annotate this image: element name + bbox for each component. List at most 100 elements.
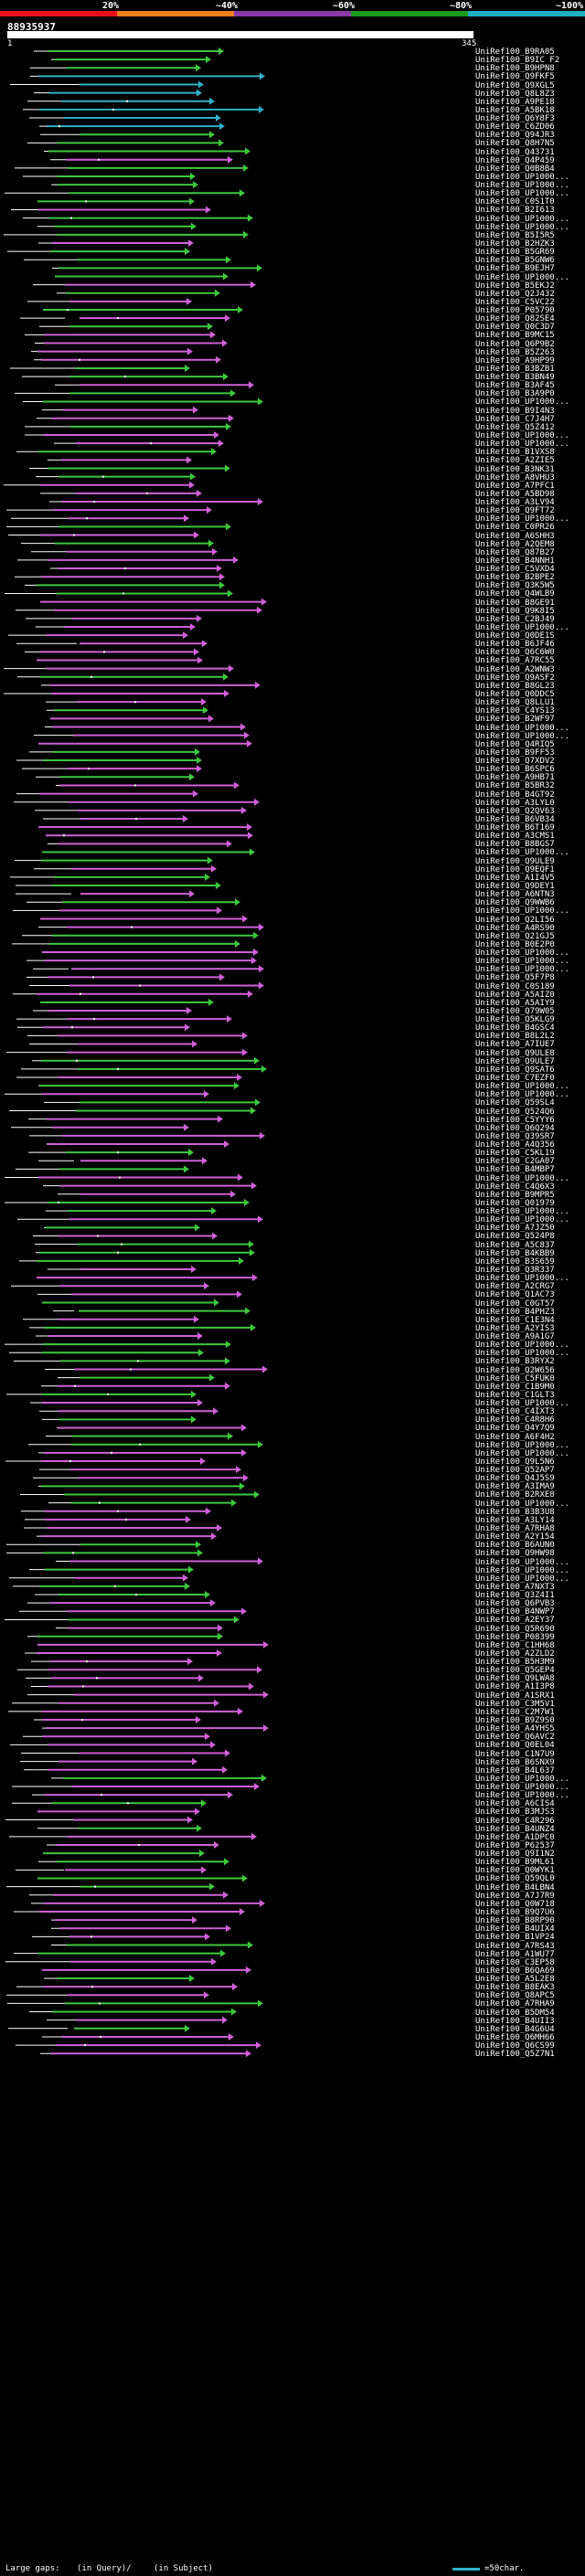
hit-label[interactable]: UniRef100_Q59SL4 [475, 1098, 555, 1108]
hit-label[interactable]: UniRef100_UP1000... [475, 1341, 569, 1351]
hit-label[interactable]: UniRef100_UP1000... [475, 1349, 569, 1359]
hit-label[interactable]: UniRef100_Q94JR3 [475, 131, 555, 141]
hit-label[interactable]: UniRef100_C7J4H7 [475, 414, 555, 424]
hit-label[interactable]: UniRef100_B4NWP7 [475, 1607, 555, 1617]
hit-label[interactable]: UniRef100_B4GT92 [475, 790, 555, 800]
hit-label[interactable]: UniRef100_B3BN49 [475, 373, 555, 383]
hit-label[interactable]: UniRef100_Q5Z7N1 [475, 2050, 555, 2060]
hit-label[interactable]: UniRef100_A9A1G7 [475, 1332, 555, 1342]
hit-label[interactable]: UniRef100_B9Z9S0 [475, 1716, 555, 1725]
hit-label[interactable]: UniRef100_B5Z263 [475, 347, 555, 357]
hit-label[interactable]: UniRef100_UP1000... [475, 731, 569, 741]
hit-label[interactable]: UniRef100_UP1000... [475, 1082, 569, 1092]
hit-label[interactable]: UniRef100_B8EAK3 [475, 1983, 555, 1993]
hit-label[interactable]: UniRef100_A6SHH3 [475, 531, 555, 541]
hit-label[interactable]: UniRef100_Q6C6W0 [475, 648, 555, 658]
hit-label[interactable]: UniRef100_Q9ULE9 [475, 856, 555, 866]
hit-label[interactable]: UniRef100_A1I3P8 [475, 1682, 555, 1692]
hit-label[interactable]: UniRef100_B4L637 [475, 1765, 555, 1776]
hit-label[interactable]: UniRef100_A7RHA9 [475, 1999, 555, 2009]
hit-label[interactable]: UniRef100_A1I4V5 [475, 873, 555, 883]
hit-label[interactable]: UniRef100_C2GA07 [475, 1157, 555, 1167]
hit-label[interactable]: UniRef100_C4YS13 [475, 706, 555, 716]
hit-label[interactable]: UniRef100_Q9I1N2 [475, 1850, 555, 1860]
hit-label[interactable]: UniRef100_UP1000... [475, 430, 569, 440]
hit-label[interactable]: UniRef100_Q9HW98 [475, 1549, 555, 1559]
hit-label[interactable]: UniRef100_A7RC55 [475, 656, 555, 666]
hit-label[interactable]: UniRef100_UP1000... [475, 906, 569, 917]
hit-label[interactable]: UniRef100_A2YIS3 [475, 1323, 555, 1333]
hit-label[interactable]: UniRef100_Q8LLU1 [475, 698, 555, 708]
hit-label[interactable]: UniRef100_C1HH68 [475, 1640, 555, 1650]
hit-label[interactable]: UniRef100_Q0DDC5 [475, 690, 555, 699]
hit-label[interactable]: UniRef100_B3A9P0 [475, 389, 555, 399]
hit-label[interactable]: UniRef100_B8RP90 [475, 1916, 555, 1926]
hit-label[interactable]: UniRef100_C0GT57 [475, 1299, 555, 1309]
hit-label[interactable]: UniRef100_B9I4N3 [475, 406, 555, 416]
hit-label[interactable]: UniRef100_UP1000... [475, 1440, 569, 1450]
hit-label[interactable]: UniRef100_A5BK18 [475, 105, 555, 115]
hit-label[interactable]: UniRef100_Q8L8Z3 [475, 89, 555, 99]
hit-label[interactable]: UniRef100_A8VHU3 [475, 472, 555, 482]
hit-label[interactable]: UniRef100_C5KL19 [475, 1149, 555, 1159]
hit-label[interactable]: UniRef100_B2HZK3 [475, 239, 555, 249]
hit-label[interactable]: UniRef100_B8BGS7 [475, 840, 555, 850]
hit-label[interactable]: UniRef100_B3RYX2 [475, 1357, 555, 1367]
hit-label[interactable]: UniRef100_B3BZB1 [475, 364, 555, 374]
hit-label[interactable]: UniRef100_Q6AVC2 [475, 1733, 555, 1743]
hit-label[interactable]: UniRef100_Q5GEP4 [475, 1666, 555, 1676]
hit-label[interactable]: UniRef100_Q4Y7Q9 [475, 1424, 555, 1434]
hit-label[interactable]: UniRef100_B4GSC4 [475, 1023, 555, 1034]
hit-label[interactable]: UniRef100_UP1000... [475, 214, 569, 224]
hit-label[interactable]: UniRef100_B9EJH7 [475, 264, 555, 274]
hit-label[interactable]: UniRef100_UP1000... [475, 1557, 569, 1567]
hit-label[interactable]: UniRef100_Q5Z412 [475, 422, 555, 432]
hit-label[interactable]: UniRef100_UP1000... [475, 440, 569, 450]
hit-label[interactable]: UniRef100_A7IUE7 [475, 1040, 555, 1050]
hit-label[interactable]: UniRef100_B4KBB9 [475, 1248, 555, 1258]
hit-label[interactable]: UniRef100_B5DM54 [475, 2008, 555, 2018]
hit-label[interactable]: UniRef100_C5VC22 [475, 297, 555, 307]
hit-label[interactable]: UniRef100_Q7XDV2 [475, 757, 555, 767]
hit-label[interactable]: UniRef100_UP1000... [475, 1774, 569, 1784]
hit-label[interactable]: UniRef100_B9RA05 [475, 48, 555, 57]
hit-label[interactable]: UniRef100_Q9L5N6 [475, 1457, 555, 1467]
hit-label[interactable]: UniRef100_P08399 [475, 1632, 555, 1642]
hit-label[interactable]: UniRef100_B9MC15 [475, 331, 555, 341]
hit-label[interactable]: UniRef100_P62537 [475, 1840, 555, 1850]
hit-label[interactable]: UniRef100_A6CIS4 [475, 1799, 555, 1809]
hit-label[interactable]: UniRef100_UP1000... [475, 398, 569, 408]
hit-label[interactable]: UniRef100_B4G6U4 [475, 2024, 555, 2034]
hit-label[interactable]: UniRef100_A3LV94 [475, 498, 555, 508]
hit-label[interactable]: UniRef100_UP1000... [475, 222, 569, 232]
hit-label[interactable]: UniRef100_A2QEM8 [475, 539, 555, 549]
hit-label[interactable]: UniRef100_A7RHA8 [475, 1524, 555, 1533]
hit-label[interactable]: UniRef100_Q9K8I5 [475, 606, 555, 616]
hit-label[interactable]: UniRef100_B3S659 [475, 1256, 555, 1267]
hit-label[interactable]: UniRef100_Q8H7N5 [475, 139, 555, 149]
hit-label[interactable]: UniRef100_Q2LI56 [475, 915, 555, 925]
hit-label[interactable]: UniRef100_UP1000... [475, 1173, 569, 1183]
hit-label[interactable]: UniRef100_B4MBP7 [475, 1165, 555, 1175]
hit-label[interactable]: UniRef100_C1B9M0 [475, 1382, 555, 1392]
hit-label[interactable]: UniRef100_Q3Z4I1 [475, 1591, 555, 1601]
hit-label[interactable]: UniRef100_Q9WWB6 [475, 898, 555, 908]
hit-label[interactable]: UniRef100_A5AIZ0 [475, 990, 555, 1000]
hit-label[interactable]: UniRef100_Q3R337 [475, 1265, 555, 1275]
hit-label[interactable]: UniRef100_Q9FKF5 [475, 72, 555, 82]
hit-label[interactable]: UniRef100_A2ZIE5 [475, 456, 555, 466]
hit-label[interactable]: UniRef100_B9HPN8 [475, 64, 555, 74]
hit-label[interactable]: UniRef100_B9IC F2 [475, 56, 560, 66]
hit-label[interactable]: UniRef100_B2RXE8 [475, 1490, 555, 1500]
hit-label[interactable]: UniRef100_UP1000... [475, 957, 569, 967]
hit-label[interactable]: UniRef100_B6QA69 [475, 1966, 555, 1976]
hit-label[interactable]: UniRef100_C5YYY6 [475, 1115, 555, 1125]
hit-label[interactable]: UniRef100_B8L2L2 [475, 1032, 555, 1042]
hit-label[interactable]: UniRef100_C4IXT3 [475, 1407, 555, 1417]
hit-label[interactable]: UniRef100_B9Q7U6 [475, 1907, 555, 1917]
hit-label[interactable]: UniRef100_B6JF46 [475, 640, 555, 650]
hit-label[interactable]: UniRef100_UP1000... [475, 189, 569, 199]
hit-label[interactable]: UniRef100_C1E3N4 [475, 1315, 555, 1325]
hit-label[interactable]: UniRef100_C4Q6X3 [475, 1182, 555, 1192]
hit-label[interactable]: UniRef100_UP1000... [475, 1207, 569, 1217]
